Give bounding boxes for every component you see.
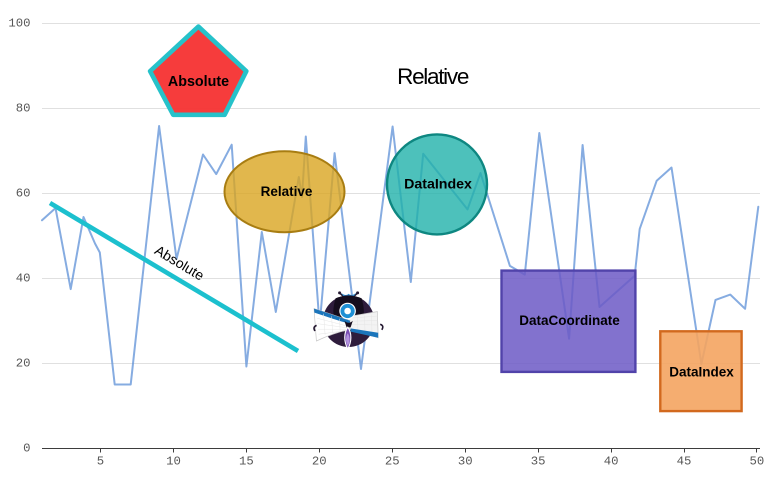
svg-text:DataCoordinate: DataCoordinate xyxy=(519,313,620,328)
svg-text:Relative: Relative xyxy=(261,184,313,199)
svg-text:25: 25 xyxy=(385,455,400,469)
svg-text:60: 60 xyxy=(16,187,31,201)
svg-text:Absolute: Absolute xyxy=(168,74,229,90)
svg-text:40: 40 xyxy=(604,455,619,469)
svg-text:Relative: Relative xyxy=(397,64,469,89)
svg-text:DataIndex: DataIndex xyxy=(404,176,472,192)
svg-text:0: 0 xyxy=(23,442,30,456)
svg-text:45: 45 xyxy=(677,455,692,469)
svg-text:80: 80 xyxy=(16,102,31,116)
svg-text:30: 30 xyxy=(458,455,473,469)
svg-text:20: 20 xyxy=(312,455,327,469)
svg-text:40: 40 xyxy=(16,272,31,286)
svg-text:50: 50 xyxy=(750,455,765,469)
svg-text:100: 100 xyxy=(8,17,30,31)
svg-text:10: 10 xyxy=(166,455,181,469)
svg-text:DataIndex: DataIndex xyxy=(669,365,734,380)
svg-text:5: 5 xyxy=(97,455,104,469)
svg-text:15: 15 xyxy=(239,455,254,469)
svg-text:20: 20 xyxy=(16,357,31,371)
svg-text:35: 35 xyxy=(531,455,546,469)
